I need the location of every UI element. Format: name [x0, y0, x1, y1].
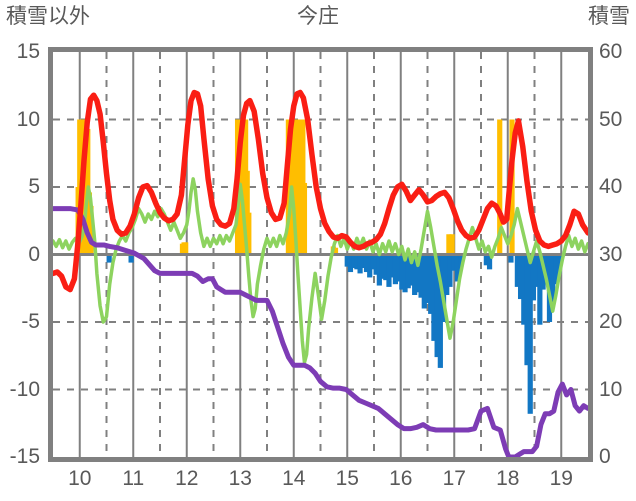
- chart-title: 今庄: [297, 5, 339, 28]
- x-axis-tick: 15: [335, 467, 359, 490]
- data-lines: [53, 89, 588, 457]
- x-axis-tick: 19: [549, 467, 573, 490]
- right-axis-title: 積雪: [588, 5, 630, 28]
- right-axis-tick: 30: [599, 242, 623, 266]
- x-axis-tick: 17: [442, 467, 466, 490]
- x-axis-tick: 18: [496, 467, 520, 490]
- left-axis-tick: 10: [16, 107, 40, 131]
- x-axis-tick: 16: [389, 467, 413, 490]
- left-axis-title: 積雪以外: [6, 5, 90, 28]
- snow-decrease-bars: [106, 254, 562, 414]
- right-axis-tick: 10: [599, 377, 623, 401]
- right-axis-tick: 50: [599, 107, 623, 131]
- chart-canvas: [53, 52, 588, 457]
- left-axis-tick: 0: [28, 242, 40, 266]
- x-axis-tick: 10: [68, 467, 92, 490]
- x-axis-tick: 13: [228, 467, 252, 490]
- left-axis-tick: -15: [9, 445, 40, 468]
- left-axis-tick: -5: [21, 310, 40, 333]
- x-axis-tick: 14: [282, 467, 306, 490]
- right-axis-tick: 40: [599, 175, 623, 198]
- right-axis-tick: 20: [599, 310, 623, 333]
- plot-area: [48, 47, 593, 462]
- left-axis-tick: 15: [16, 40, 40, 63]
- left-axis-tick: -10: [9, 377, 40, 401]
- x-axis-tick: 12: [175, 467, 199, 490]
- right-axis-tick: 0: [599, 445, 611, 468]
- x-axis-tick: 11: [122, 467, 145, 490]
- left-axis-tick: 5: [28, 175, 40, 198]
- right-axis-tick: 60: [599, 40, 623, 63]
